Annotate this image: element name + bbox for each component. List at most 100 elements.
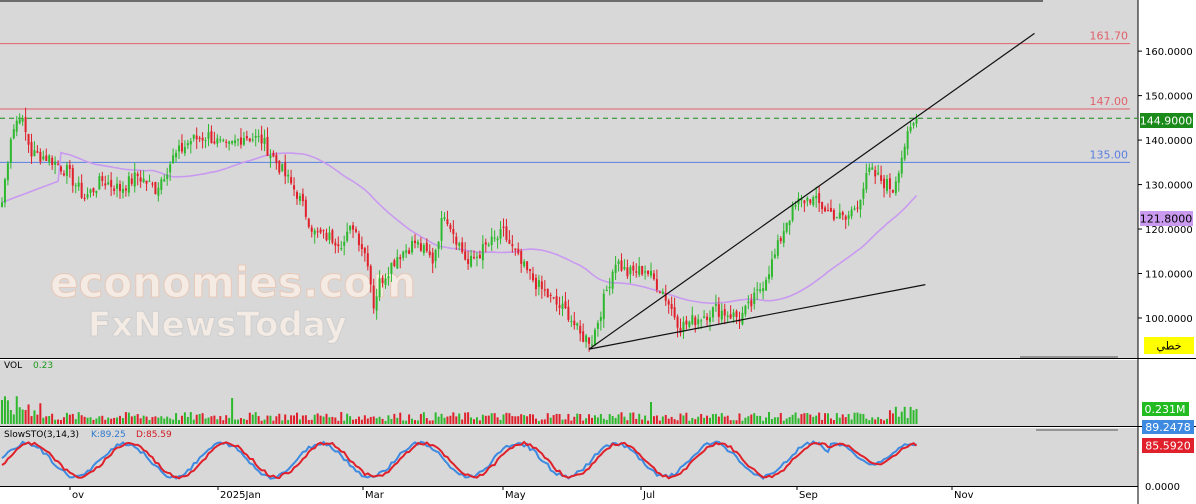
candle-body [237, 139, 239, 141]
volume-bar [523, 415, 526, 424]
candle-body [408, 250, 411, 254]
volume-bar [145, 416, 148, 424]
volume-bar [101, 415, 104, 424]
volume-bar [700, 413, 703, 424]
time-tick-label: Nov [954, 490, 974, 501]
candle-body [86, 194, 89, 198]
stoch-bottom-axis: 0.0000 [1145, 482, 1180, 493]
candle-body [588, 337, 591, 344]
volume-bar [331, 416, 334, 424]
candle-body [641, 265, 644, 275]
volume-bar [340, 412, 343, 424]
candle-body [523, 261, 526, 267]
candle-body [664, 293, 667, 301]
volume-bar [160, 416, 163, 424]
candle-body [470, 255, 473, 267]
candle-body [133, 172, 136, 187]
volume-bar [183, 412, 186, 424]
candle-body [148, 180, 151, 182]
candle-body [711, 307, 714, 318]
candle-body [251, 139, 254, 141]
candle-body [12, 129, 15, 139]
candle-body [15, 120, 18, 132]
volume-bar [714, 413, 717, 424]
volume-bar [464, 412, 467, 424]
volume-bar [788, 416, 791, 424]
candle-body [266, 136, 269, 156]
volume-bar [98, 416, 101, 424]
volume-bar [399, 412, 402, 424]
volume-bar [431, 420, 434, 424]
candle-body [886, 179, 888, 191]
volume-bar [287, 419, 290, 424]
volume-bar [186, 416, 189, 424]
candle-body [260, 134, 263, 144]
candle-body [74, 185, 77, 187]
volume-bar [116, 417, 119, 424]
candle-body [446, 219, 449, 225]
volume-bar [593, 415, 596, 424]
volume-bar [440, 413, 443, 424]
candle-body [425, 242, 428, 252]
volume-bar [80, 415, 83, 424]
candle-body [293, 185, 296, 190]
candle-body [794, 205, 797, 207]
volume-bar [6, 400, 9, 424]
volume-bar [667, 418, 670, 424]
candle-body [414, 240, 416, 244]
candle-body [254, 135, 257, 138]
volume-bar [685, 412, 688, 424]
chart-type-label[interactable]: خطي [1157, 340, 1182, 353]
volume-bar [862, 414, 865, 424]
volume-bar [529, 414, 532, 424]
candle-body [564, 301, 567, 309]
candle-body [363, 248, 366, 254]
volume-bar [785, 418, 788, 424]
stoch-d-axis: 85.5920 [1145, 440, 1191, 453]
candle-body [124, 188, 127, 191]
volume-bar [293, 415, 296, 424]
candle-body [216, 138, 219, 144]
volume-bar [635, 418, 638, 424]
candle-body [24, 117, 27, 133]
volume-bar [201, 413, 204, 424]
candle-body [502, 226, 505, 228]
time-ticks: ov 2025Jan Mar May Jul Sep Nov [69, 486, 974, 501]
candle-body [346, 231, 349, 241]
candle-body [92, 188, 95, 193]
candle-body [868, 167, 871, 172]
volume-bar [313, 414, 316, 424]
candle-body [225, 141, 228, 143]
volume-bar [346, 413, 349, 424]
candle-body [54, 161, 57, 165]
candle-body [42, 156, 45, 160]
volume-bar [316, 413, 319, 424]
candle-body [80, 182, 83, 198]
volume-bar [228, 417, 231, 424]
volume-bar [260, 420, 263, 424]
candle-body [508, 239, 511, 244]
volume-bar [62, 417, 65, 424]
volume-bar [352, 419, 355, 424]
volume-bar [865, 418, 868, 424]
candle-body [809, 199, 812, 204]
price-tick-label: 140.0000 [1145, 136, 1193, 147]
volume-bar [275, 416, 278, 424]
volume-bar [419, 414, 422, 424]
volume-bar [759, 415, 762, 424]
candle-body [431, 252, 434, 264]
volume-bar [709, 417, 711, 424]
volume-bar [620, 412, 623, 424]
candle-body [579, 325, 582, 334]
volume-bar [470, 417, 473, 424]
volume-bar [254, 412, 257, 424]
candle-body [667, 300, 670, 305]
chart-type-badge[interactable] [1144, 337, 1194, 354]
volume-bar [178, 419, 180, 424]
volume-bar [257, 416, 260, 424]
level-label-161.70: 161.70 [1090, 30, 1129, 43]
candle-body [222, 140, 225, 142]
volume-bar [3, 396, 6, 424]
volume-bar [222, 420, 225, 424]
stoch-k-tag [1142, 420, 1194, 434]
